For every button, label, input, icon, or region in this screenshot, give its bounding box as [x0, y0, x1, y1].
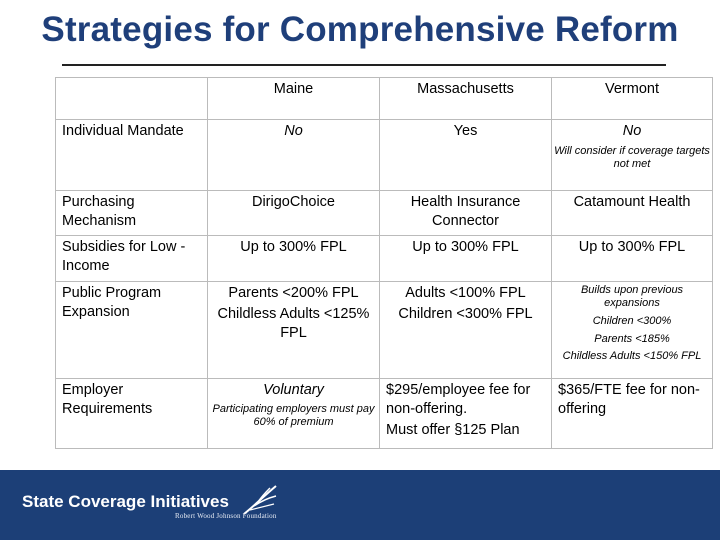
header-empty-cell [55, 77, 208, 120]
cell-massachusetts: Up to 300% FPL [379, 235, 552, 282]
cell-vermont: Up to 300% FPL [551, 235, 713, 282]
cell-maine-value: Voluntary [263, 382, 324, 398]
cell-maine-line: Childless Adults <125% FPL [217, 306, 370, 341]
row-label: Purchasing Mechanism [55, 190, 208, 236]
cell-massachusetts-line: Children <300% FPL [398, 306, 533, 322]
cell-vermont-line: Builds upon previous expansions [580, 284, 684, 309]
cell-vermont: $365/FTE fee for non-offering [551, 378, 713, 449]
footer-title: State Coverage Initiatives [22, 492, 229, 511]
cell-massachusetts-line: $295/employee fee for non-offering. [386, 382, 531, 417]
table-row-employer-requirements: Employer Requirements Voluntary Particip… [55, 378, 713, 449]
table-row-public-program: Public Program Expansion Parents <200% F… [55, 281, 713, 379]
cell-maine: Voluntary Participating employers must p… [207, 378, 380, 449]
page-title: Strategies for Comprehensive Reform [41, 10, 679, 49]
table-row-subsidies: Subsidies for Low -Income Up to 300% FPL… [55, 235, 713, 282]
cell-vermont: Catamount Health [551, 190, 713, 236]
cell-vermont-line: Parents <185% [594, 333, 670, 345]
cell-maine-note: Participating employers must pay 60% of … [212, 403, 375, 428]
table-row-individual-mandate: Individual Mandate No Yes No Will consid… [55, 119, 713, 191]
cell-vermont-line: Childless Adults <150% FPL [562, 350, 702, 362]
row-label: Individual Mandate [55, 119, 208, 191]
column-header-vermont: Vermont [551, 77, 713, 120]
cell-maine-line: Parents <200% FPL [228, 285, 359, 301]
cell-vermont-note: Will consider if coverage targets not me… [554, 145, 710, 170]
cell-vermont: Builds upon previous expansions Children… [551, 281, 713, 379]
cell-maine: Parents <200% FPL Childless Adults <125%… [207, 281, 380, 379]
row-label: Employer Requirements [55, 378, 208, 449]
cell-maine: Up to 300% FPL [207, 235, 380, 282]
cell-vermont: No Will consider if coverage targets not… [551, 119, 713, 191]
cell-maine: No [207, 119, 380, 191]
cell-massachusetts: Yes [379, 119, 552, 191]
table-row-purchasing-mechanism: Purchasing Mechanism DirigoChoice Health… [55, 190, 713, 236]
cell-massachusetts: Adults <100% FPL Children <300% FPL [379, 281, 552, 379]
cell-massachusetts: Health Insurance Connector [379, 190, 552, 236]
title-divider [62, 64, 666, 66]
cell-vermont-value: No [622, 123, 642, 139]
column-header-massachusetts: Massachusetts [379, 77, 552, 120]
footer-bar: State Coverage Initiatives Robert Wood J… [0, 470, 720, 540]
row-label: Public Program Expansion [55, 281, 208, 379]
cell-massachusetts-line: Adults <100% FPL [405, 285, 526, 301]
cell-massachusetts-line: Must offer §125 Plan [386, 422, 520, 438]
footer-subtitle: Robert Wood Johnson Foundation [175, 512, 277, 520]
column-header-maine: Maine [207, 77, 380, 120]
comparison-table: Maine Massachusetts Vermont Individual M… [55, 77, 713, 449]
row-label: Subsidies for Low -Income [55, 235, 208, 282]
cell-vermont-line: Children <300% [592, 315, 672, 327]
table-header-row: Maine Massachusetts Vermont [55, 77, 713, 120]
cell-massachusetts: $295/employee fee for non-offering. Must… [379, 378, 552, 449]
cell-maine: DirigoChoice [207, 190, 380, 236]
feather-logo-icon [243, 485, 277, 515]
